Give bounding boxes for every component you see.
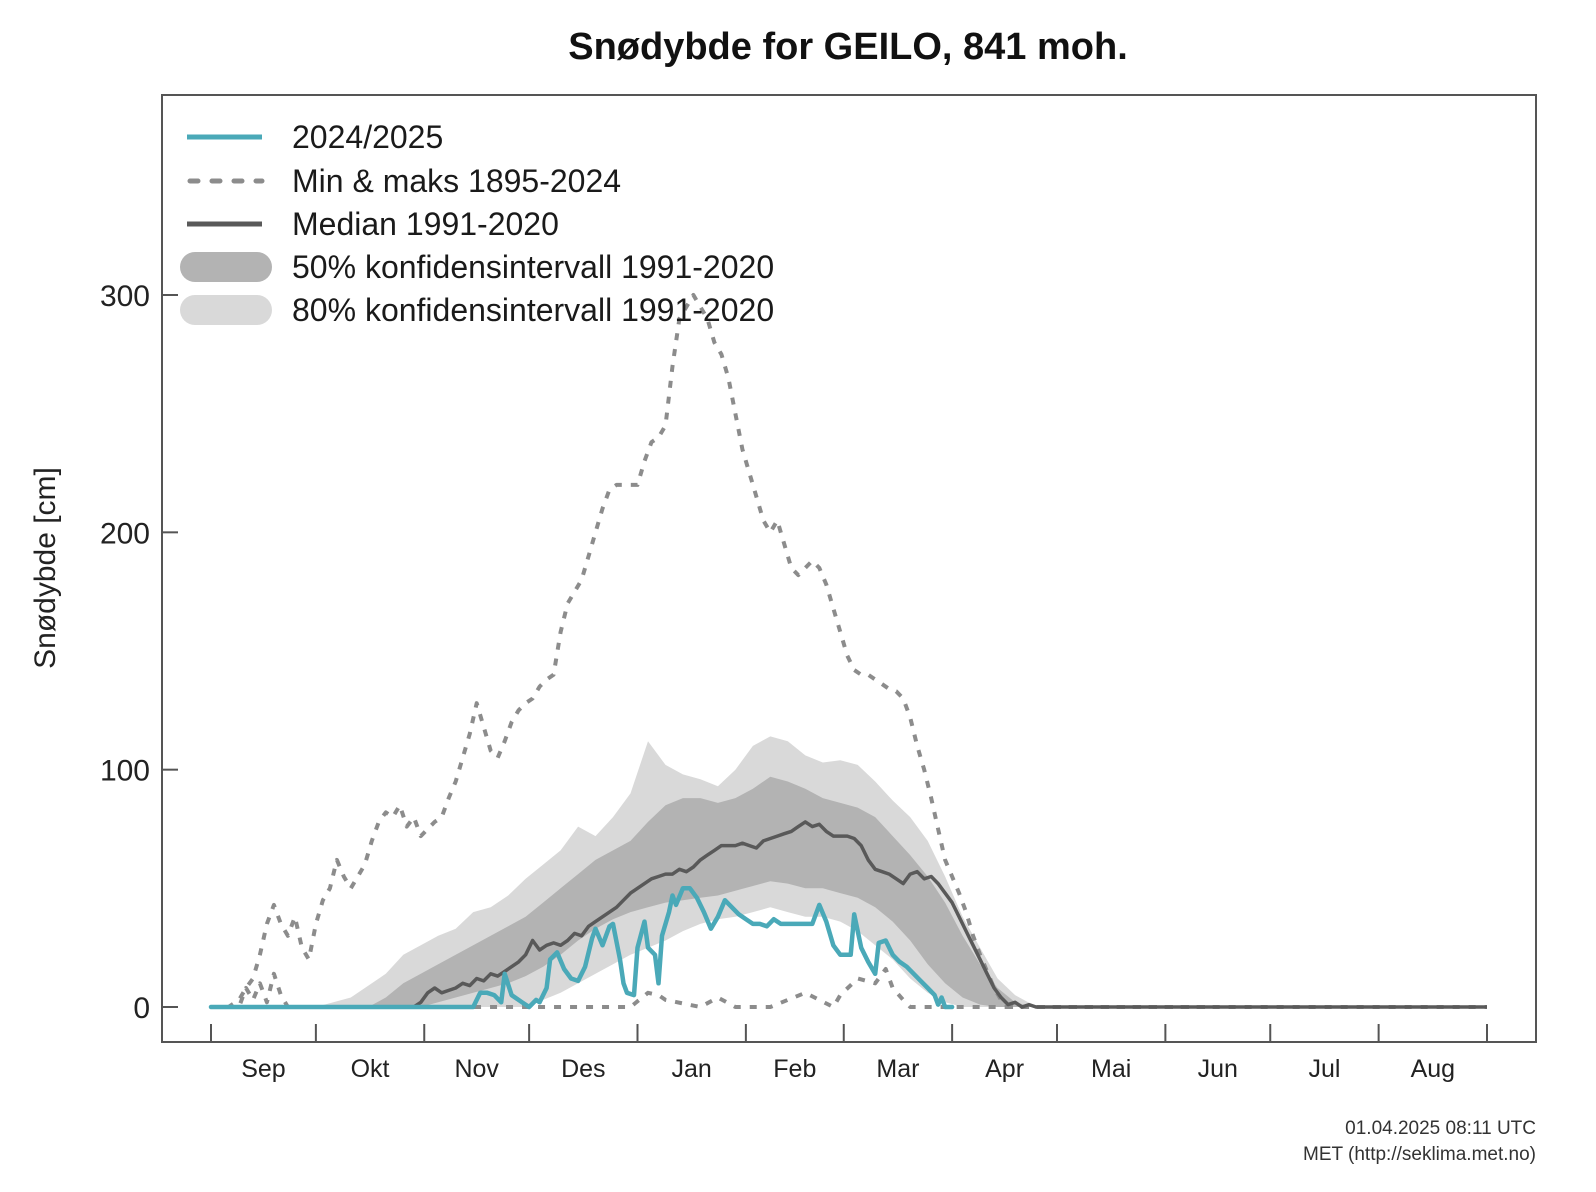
legend-label: Median 1991-2020 — [292, 206, 559, 242]
legend-label: 80% konfidensintervall 1991-2020 — [292, 292, 774, 328]
legend-item-50-konfidensintervall-1991-2020: 50% konfidensintervall 1991-2020 — [180, 249, 774, 285]
y-tick-label: 200 — [100, 517, 150, 550]
x-tick-label-jun: Jun — [1198, 1055, 1238, 1083]
legend-swatch — [180, 295, 272, 325]
band-50-konfidensintervall-1991-2020 — [368, 776, 1068, 1007]
x-tick-label-des: Des — [561, 1055, 605, 1083]
footer-source: MET (http://seklima.met.no) — [1303, 1144, 1536, 1165]
x-tick-label-nov: Nov — [454, 1055, 499, 1083]
series-median — [211, 820, 1487, 1009]
legend-item-min-maks-1895-2024: Min & maks 1895-2024 — [187, 163, 621, 199]
legend: 2024/2025 Min & maks 1895-2024 Median 1991… — [180, 119, 774, 328]
x-tick-label-feb: Feb — [773, 1055, 816, 1083]
legend-swatch — [180, 252, 272, 282]
x-tick-label-sep: Sep — [241, 1055, 285, 1083]
legend-item-2024-2025: 2024/2025 — [187, 119, 443, 155]
legend-item-80-konfidensintervall-1991-2020: 80% konfidensintervall 1991-2020 — [180, 292, 774, 328]
y-axis: 0 100 200 300 — [100, 280, 178, 1025]
y-tick-label: 0 — [133, 992, 150, 1025]
series-min-1895-2024 — [211, 967, 1487, 1009]
plot-frame — [161, 94, 1537, 1043]
series-current-season — [208, 886, 955, 1010]
chart-title: Snødybde for GEILO, 841 moh. — [568, 26, 1128, 68]
legend-item-median-1991-2020: Median 1991-2020 — [187, 206, 559, 242]
x-tick-label-mai: Mai — [1091, 1055, 1131, 1083]
plot-area — [208, 293, 1487, 1010]
x-tick-label-jan: Jan — [672, 1055, 712, 1083]
y-axis-label: Snødybde [cm] — [29, 467, 62, 669]
legend-label: 50% konfidensintervall 1991-2020 — [292, 249, 774, 285]
x-tick-label-okt: Okt — [351, 1055, 390, 1083]
x-tick-label-aug: Aug — [1411, 1055, 1455, 1083]
x-axis: Sep Okt Nov Des Jan Feb Mar Apr Mai Jun Jul Aug — [210, 1024, 1488, 1083]
y-tick-label: 300 — [100, 280, 150, 313]
x-tick-label-mar: Mar — [876, 1055, 919, 1083]
x-tick-label-jul: Jul — [1308, 1055, 1340, 1083]
legend-label: 2024/2025 — [292, 119, 443, 155]
footer-timestamp: 01.04.2025 08:11 UTC — [1345, 1118, 1536, 1139]
legend-label: Min & maks 1895-2024 — [292, 163, 621, 199]
y-tick-label: 100 — [100, 755, 150, 788]
x-tick-label-apr: Apr — [985, 1055, 1024, 1083]
